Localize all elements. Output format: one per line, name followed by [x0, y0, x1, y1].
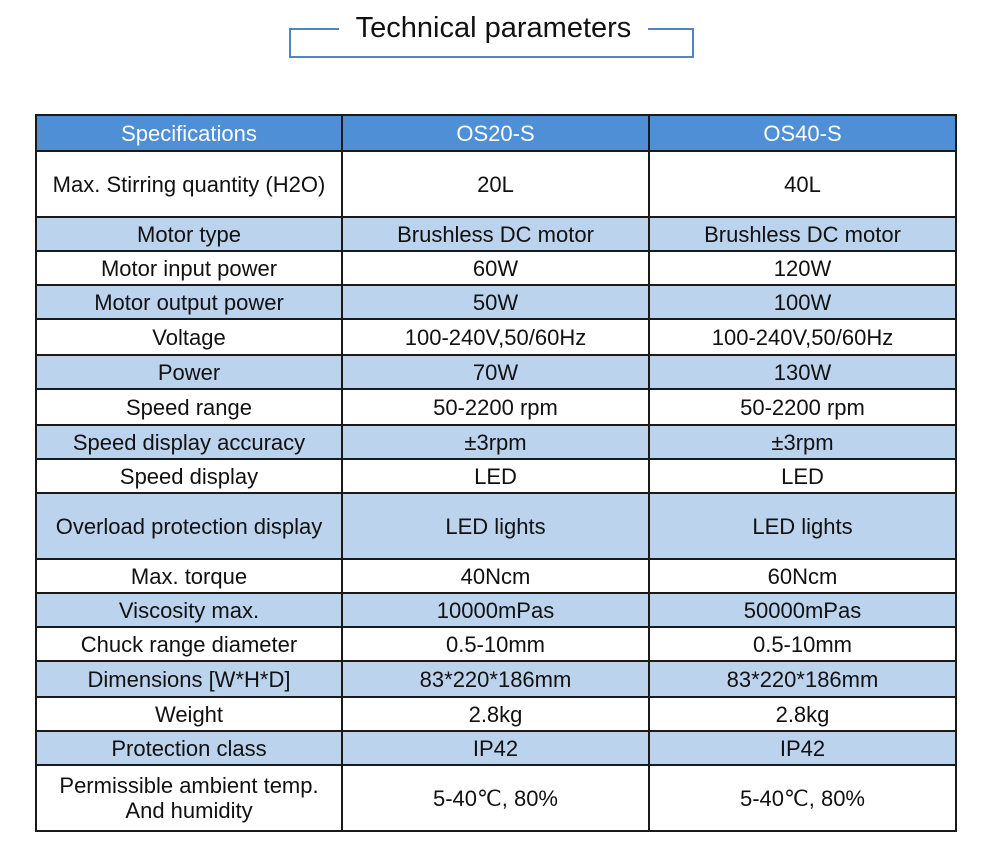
os20s-value-cell: LED lights [341, 492, 650, 560]
os20s-value-cell: Brushless DC motor [341, 216, 650, 252]
table-row: Max. torque 40Ncm 60Ncm [35, 558, 957, 594]
os20s-value-cell: 50W [341, 284, 650, 320]
table-row: Dimensions [W*H*D] 83*220*186mm 83*220*186… [35, 660, 957, 698]
os20s-value-cell: 5-40℃, 80% [341, 764, 650, 832]
os20s-value-cell: 100-240V,50/60Hz [341, 318, 650, 356]
os20s-value-cell: 2.8kg [341, 696, 650, 732]
os40s-value-cell: LED lights [648, 492, 957, 560]
os40s-value-cell: 60Ncm [648, 558, 957, 594]
table-row: Motor input power 60W 120W [35, 250, 957, 286]
os40s-value-cell: 5-40℃, 80% [648, 764, 957, 832]
title-bracket [289, 28, 694, 58]
os40s-value-cell: 0.5-10mm [648, 626, 957, 662]
os40s-value-cell: Brushless DC motor [648, 216, 957, 252]
spec-label-cell: Motor type [35, 216, 343, 252]
spec-label-cell: Power [35, 354, 343, 390]
os40s-value-cell: 2.8kg [648, 696, 957, 732]
spec-label-cell: Motor output power [35, 284, 343, 320]
header-os40s: OS40-S [648, 114, 957, 152]
page-title: Technical parameters [355, 12, 632, 44]
os40s-value-cell: LED [648, 458, 957, 494]
header-os20s: OS20-S [341, 114, 650, 152]
os20s-value-cell: 40Ncm [341, 558, 650, 594]
table-row: Speed display accuracy ±3rpm ±3rpm [35, 424, 957, 460]
spec-label-cell: Speed display accuracy [35, 424, 343, 460]
table-row: Speed display LED LED [35, 458, 957, 494]
spec-label-cell: Overload protection display [35, 492, 343, 560]
spec-label-cell: Protection class [35, 730, 343, 766]
header-specifications: Specifications [35, 114, 343, 152]
table-row: Max. Stirring quantity (H2O) 20L 40L [35, 150, 957, 218]
os40s-value-cell: IP42 [648, 730, 957, 766]
os20s-value-cell: 60W [341, 250, 650, 286]
os40s-value-cell: 50-2200 rpm [648, 388, 957, 426]
spec-label-cell: Speed display [35, 458, 343, 494]
table-row: Chuck range diameter 0.5-10mm 0.5-10mm [35, 626, 957, 662]
table-header-row: Specifications OS20-S OS40-S [35, 114, 957, 152]
os40s-value-cell: 83*220*186mm [648, 660, 957, 698]
spec-label-cell: Permissible ambient temp. And humidity [35, 764, 343, 832]
os20s-value-cell: 70W [341, 354, 650, 390]
title-line-right [648, 28, 694, 30]
os20s-value-cell: 20L [341, 150, 650, 218]
table-row: Permissible ambient temp. And humidity 5-… [35, 764, 957, 832]
table-row: Motor output power 50W 100W [35, 284, 957, 320]
title-frame: Technical parameters [289, 8, 696, 60]
table-row: Viscosity max. 10000mPas 50000mPas [35, 592, 957, 628]
os40s-value-cell: 40L [648, 150, 957, 218]
spec-label-cell: Speed range [35, 388, 343, 426]
os40s-value-cell: 100-240V,50/60Hz [648, 318, 957, 356]
table-row: Weight 2.8kg 2.8kg [35, 696, 957, 732]
spec-label-cell: Dimensions [W*H*D] [35, 660, 343, 698]
os20s-value-cell: 0.5-10mm [341, 626, 650, 662]
table-row: Speed range 50-2200 rpm 50-2200 rpm [35, 388, 957, 426]
spec-label-cell: Chuck range diameter [35, 626, 343, 662]
os20s-value-cell: ±3rpm [341, 424, 650, 460]
os40s-value-cell: 130W [648, 354, 957, 390]
os40s-value-cell: ±3rpm [648, 424, 957, 460]
os40s-value-cell: 100W [648, 284, 957, 320]
title-line-left [289, 28, 339, 30]
spec-label-cell: Motor input power [35, 250, 343, 286]
os20s-value-cell: LED [341, 458, 650, 494]
os20s-value-cell: 83*220*186mm [341, 660, 650, 698]
table-row: Power 70W 130W [35, 354, 957, 390]
table-body: Max. Stirring quantity (H2O) 20L 40L Motor … [35, 150, 957, 832]
table-row: Protection class IP42 IP42 [35, 730, 957, 766]
os40s-value-cell: 50000mPas [648, 592, 957, 628]
spec-label-cell: Weight [35, 696, 343, 732]
spec-label-cell: Viscosity max. [35, 592, 343, 628]
spec-label-cell: Max. Stirring quantity (H2O) [35, 150, 343, 218]
table-row: Overload protection display LED lights LED… [35, 492, 957, 560]
os20s-value-cell: 50-2200 rpm [341, 388, 650, 426]
os20s-value-cell: 10000mPas [341, 592, 650, 628]
spec-table: Specifications OS20-S OS40-S Max. Stirri… [35, 114, 957, 832]
os40s-value-cell: 120W [648, 250, 957, 286]
os20s-value-cell: IP42 [341, 730, 650, 766]
spec-label-cell: Voltage [35, 318, 343, 356]
spec-label-cell: Max. torque [35, 558, 343, 594]
table-row: Voltage 100-240V,50/60Hz 100-240V,50/60Hz [35, 318, 957, 356]
table-row: Motor type Brushless DC motor Brushless DC… [35, 216, 957, 252]
